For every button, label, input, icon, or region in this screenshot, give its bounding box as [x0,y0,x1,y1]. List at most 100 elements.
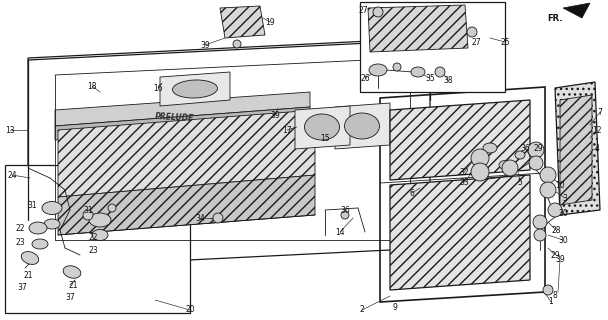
Text: FR.: FR. [547,13,563,22]
Text: 7: 7 [598,108,603,116]
Polygon shape [55,107,310,140]
Polygon shape [220,6,265,38]
Circle shape [435,67,445,77]
Text: 31: 31 [27,201,37,210]
Bar [5,165,190,313]
Ellipse shape [89,213,111,227]
Circle shape [548,203,562,217]
Ellipse shape [63,266,81,278]
Text: 2: 2 [359,306,364,315]
Bar [360,2,505,92]
Text: 14: 14 [335,228,345,236]
Text: 34: 34 [195,213,205,222]
Text: 13: 13 [5,125,15,134]
Ellipse shape [411,67,425,77]
Circle shape [528,142,544,158]
Text: 23: 23 [88,245,98,254]
Polygon shape [368,5,468,52]
Polygon shape [58,175,315,235]
Circle shape [393,63,401,71]
Text: 27: 27 [358,5,368,14]
Text: 25: 25 [500,37,510,46]
Text: 33: 33 [459,178,469,187]
Text: 20: 20 [185,306,195,315]
Ellipse shape [305,114,339,140]
Text: 39: 39 [555,255,565,265]
Text: 3: 3 [562,194,567,203]
Text: 19: 19 [265,18,275,27]
Ellipse shape [345,113,379,139]
Text: 21: 21 [68,281,78,290]
Text: 4: 4 [595,143,599,153]
Text: 37: 37 [17,284,27,292]
Text: 18: 18 [88,82,97,91]
Circle shape [533,215,547,229]
Circle shape [83,210,93,220]
Text: 26: 26 [360,74,370,83]
Text: 21: 21 [23,270,33,279]
Polygon shape [55,92,310,126]
Text: 12: 12 [592,125,602,134]
Text: 36: 36 [340,205,350,214]
Text: 32: 32 [459,167,469,177]
Ellipse shape [173,80,218,98]
Polygon shape [555,82,600,215]
Text: 1: 1 [548,298,553,307]
Ellipse shape [483,143,497,153]
Text: 38: 38 [443,76,453,84]
Text: 29: 29 [550,251,560,260]
Polygon shape [160,72,230,106]
Polygon shape [295,106,350,149]
Ellipse shape [369,64,387,76]
Ellipse shape [29,222,47,234]
Polygon shape [335,103,390,149]
Text: 22: 22 [88,233,98,242]
Circle shape [373,7,383,17]
Circle shape [471,163,489,181]
Text: 37: 37 [65,293,75,302]
Text: 39: 39 [200,41,210,50]
Text: 27: 27 [471,37,481,46]
Text: 22: 22 [15,223,25,233]
Text: 30: 30 [558,209,568,218]
Text: 6: 6 [410,188,415,197]
Circle shape [471,149,489,167]
Text: 9: 9 [393,302,398,311]
Circle shape [502,160,518,176]
Text: 39: 39 [270,110,280,119]
Circle shape [233,40,241,48]
Text: 23: 23 [15,237,25,246]
Circle shape [213,213,223,223]
Text: 30: 30 [558,236,568,244]
Circle shape [540,182,556,198]
Text: 16: 16 [153,84,163,92]
Ellipse shape [515,151,525,159]
Ellipse shape [499,161,511,170]
Text: PRELUDE: PRELUDE [155,113,195,124]
Circle shape [529,156,543,170]
Polygon shape [563,3,590,18]
Text: 29: 29 [533,143,543,153]
Polygon shape [58,110,315,197]
Text: 24: 24 [7,171,17,180]
Text: 36: 36 [520,143,530,153]
Ellipse shape [21,252,39,264]
Text: 15: 15 [320,133,330,142]
Ellipse shape [92,229,108,241]
Circle shape [534,229,546,241]
Text: 8: 8 [553,291,558,300]
Text: 35: 35 [425,74,435,83]
Ellipse shape [44,219,60,229]
Text: 17: 17 [282,125,292,134]
Text: 10: 10 [555,180,565,189]
Circle shape [341,211,349,219]
Polygon shape [560,95,592,205]
Polygon shape [390,100,530,180]
Ellipse shape [32,239,48,249]
Circle shape [543,285,553,295]
Text: 5: 5 [517,178,522,187]
Circle shape [108,204,116,212]
Circle shape [540,167,556,183]
Circle shape [467,27,477,37]
Ellipse shape [42,202,62,214]
